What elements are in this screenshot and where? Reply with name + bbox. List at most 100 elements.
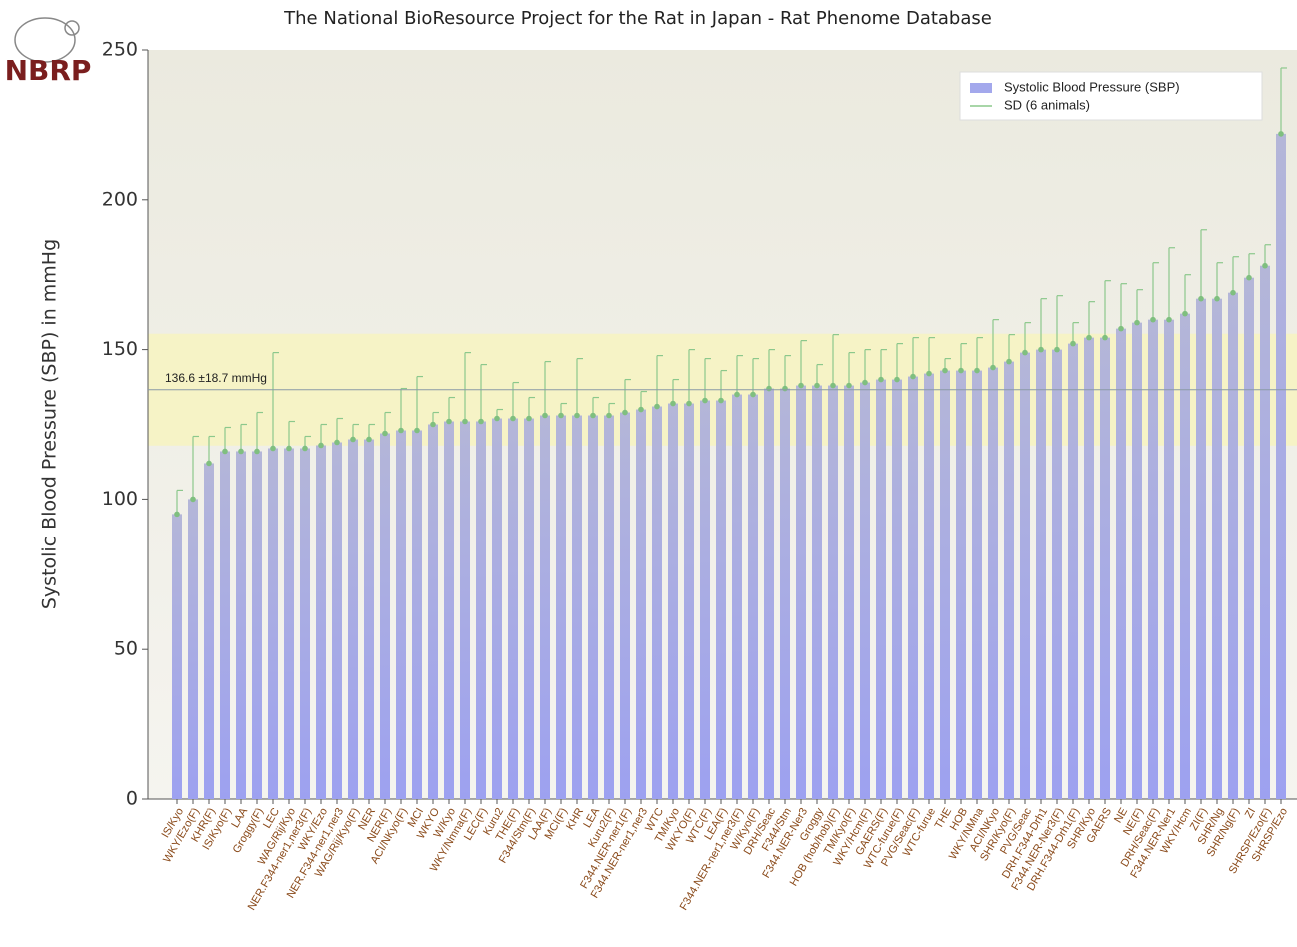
bar-top-dot: [574, 412, 580, 419]
bar: [300, 448, 310, 799]
bar-top-dot: [366, 436, 372, 443]
bar: [572, 415, 582, 799]
bar-top-dot: [1278, 131, 1284, 137]
bar-top-dot: [702, 397, 708, 404]
bar: [492, 418, 502, 799]
bar-top-dot: [1230, 289, 1236, 296]
bar: [188, 499, 198, 799]
legend-label: Systolic Blood Pressure (SBP): [1004, 79, 1180, 94]
bar-top-dot: [1262, 262, 1268, 269]
bar-top-dot: [1070, 340, 1076, 347]
bar: [316, 445, 326, 799]
bar: [252, 451, 262, 799]
bar-top-dot: [1166, 316, 1172, 323]
y-tick-label: 100: [102, 488, 138, 510]
bar: [236, 451, 246, 799]
bar-top-dot: [750, 391, 756, 398]
logo-rat: [14, 17, 76, 63]
bar: [1132, 322, 1142, 799]
bar-top-dot: [670, 400, 676, 407]
bar: [220, 451, 230, 799]
bar: [844, 385, 854, 799]
bar-top-dot: [478, 418, 484, 425]
bar: [1228, 292, 1238, 799]
bar-top-dot: [382, 430, 388, 437]
bar-top-dot: [1214, 295, 1220, 302]
bar-top-dot: [286, 445, 292, 452]
legend-label: SD (6 animals): [1004, 97, 1090, 112]
bar-top-dot: [942, 367, 948, 374]
bar: [476, 421, 486, 799]
bar-top-dot: [398, 427, 404, 434]
bar: [1068, 343, 1078, 799]
bar: [1276, 133, 1286, 799]
bar: [268, 448, 278, 799]
bar-top-dot: [862, 379, 868, 386]
bar: [780, 388, 790, 799]
bar-top-dot: [1022, 349, 1028, 356]
logo-rat-head: [64, 20, 80, 36]
bar-top-dot: [798, 382, 804, 389]
bar: [508, 418, 518, 799]
bar-top-dot: [302, 445, 308, 452]
legend-swatch: [970, 83, 992, 93]
bar-top-dot: [1006, 358, 1012, 365]
bar-top-dot: [1198, 295, 1204, 302]
bar-top-dot: [718, 397, 724, 404]
bar-top-dot: [174, 511, 180, 518]
bar: [1180, 313, 1190, 799]
bar-top-dot: [510, 415, 516, 422]
bar: [172, 514, 182, 799]
bar: [380, 433, 390, 799]
bar-top-dot: [350, 436, 356, 443]
bar-top-dot: [958, 367, 964, 374]
bar: [412, 430, 422, 799]
bar: [1164, 319, 1174, 799]
bar-top-dot: [254, 448, 260, 455]
bar: [908, 376, 918, 799]
bar: [1084, 337, 1094, 799]
y-tick-label: 50: [114, 638, 138, 660]
y-tick-label: 250: [102, 39, 138, 61]
bar: [204, 463, 214, 799]
chart-title: The National BioResource Project for the…: [283, 8, 992, 29]
logo: NBRP: [5, 17, 91, 87]
bar-top-dot: [638, 406, 644, 413]
bar-top-dot: [782, 385, 788, 392]
bar: [1212, 298, 1222, 799]
bar: [1116, 328, 1126, 799]
bar: [540, 415, 550, 799]
bar: [1020, 352, 1030, 799]
bar: [364, 439, 374, 799]
bar-top-dot: [414, 427, 420, 434]
bar-top-dot: [222, 448, 228, 455]
bar: [332, 442, 342, 799]
bar: [396, 430, 406, 799]
bar-top-dot: [830, 382, 836, 389]
bar: [428, 424, 438, 799]
bar-top-dot: [494, 415, 500, 422]
bar-top-dot: [526, 415, 532, 422]
bar: [796, 385, 806, 799]
bar-top-dot: [1134, 319, 1140, 326]
bar-top-dot: [1118, 325, 1124, 332]
bar-top-dot: [686, 400, 692, 407]
bar-top-dot: [1182, 310, 1188, 317]
bar: [652, 406, 662, 799]
bar-top-dot: [894, 376, 900, 383]
bar: [604, 415, 614, 799]
y-tick-label: 0: [126, 788, 138, 810]
bar-top-dot: [622, 409, 628, 416]
bar-top-dot: [974, 367, 980, 374]
bar: [924, 373, 934, 799]
y-tick-label: 200: [102, 188, 138, 210]
bar-top-dot: [1150, 316, 1156, 323]
mean-label: 136.6 ±18.7 mmHg: [165, 371, 267, 385]
bar-top-dot: [990, 364, 996, 371]
bar: [556, 415, 566, 799]
bar: [956, 370, 966, 799]
bar-top-dot: [814, 382, 820, 389]
bar-top-dot: [590, 412, 596, 419]
bar-top-dot: [206, 460, 212, 467]
